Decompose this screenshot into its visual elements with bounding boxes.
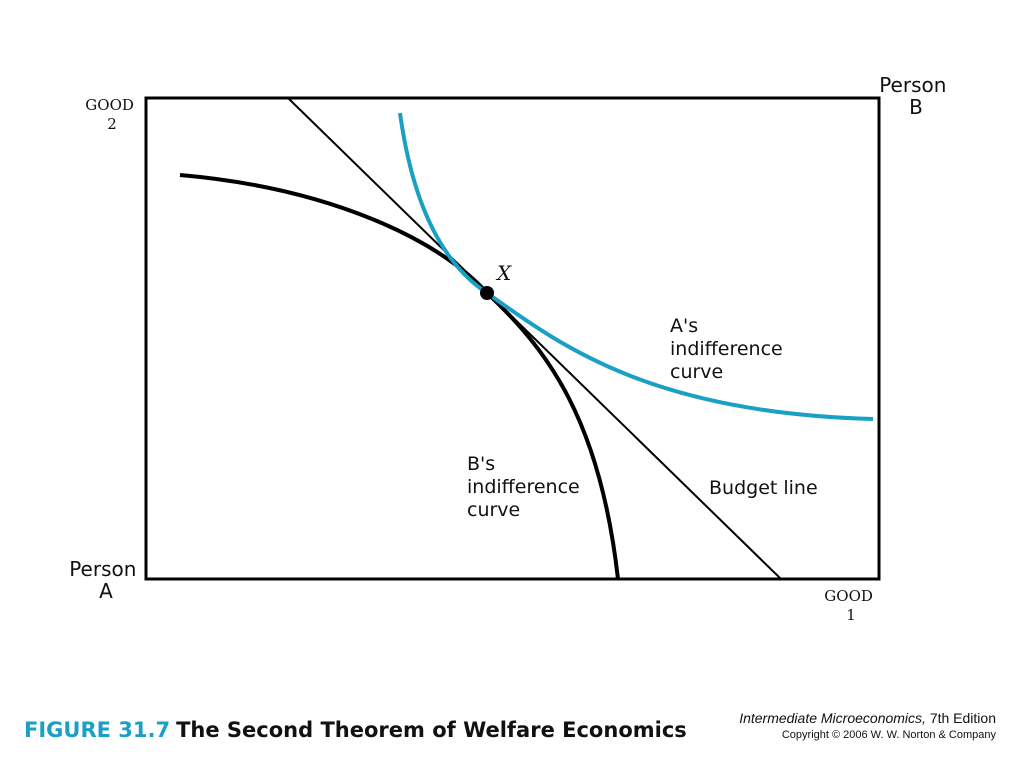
figure-caption: FIGURE 31.7 The Second Theorem of Welfare… [24, 718, 687, 742]
book-title: Intermediate Microeconomics, [739, 710, 926, 726]
copyright-text: Copyright © 2006 W. W. Norton & Company [781, 729, 996, 741]
budget-line-label: Budget line [709, 477, 818, 499]
a-curve-label: A's indifference curve [670, 315, 789, 383]
tangency-point [480, 286, 494, 300]
book-title-line: Intermediate Microeconomics, 7th Edition [739, 710, 996, 726]
point-x-label: X [495, 261, 512, 285]
book-credit: Intermediate Microeconomics, 7th Edition… [739, 710, 996, 741]
b-indifference-curve [179, 173, 620, 580]
budget-line [287, 97, 782, 580]
a-indifference-curve [398, 112, 874, 421]
person-b-label: Person B [879, 73, 953, 119]
edgeworth-box [144, 96, 881, 581]
person-a-label: Person A [69, 557, 143, 603]
book-edition: 7th Edition [929, 710, 996, 726]
good1-axis-label: GOOD 1 [824, 587, 877, 624]
b-curve-label: B's indifference curve [467, 453, 586, 521]
figure-number: FIGURE 31.7 [24, 718, 171, 742]
good2-axis-label: GOOD 2 [85, 96, 138, 133]
figure-title: The Second Theorem of Welfare Economics [176, 718, 687, 742]
